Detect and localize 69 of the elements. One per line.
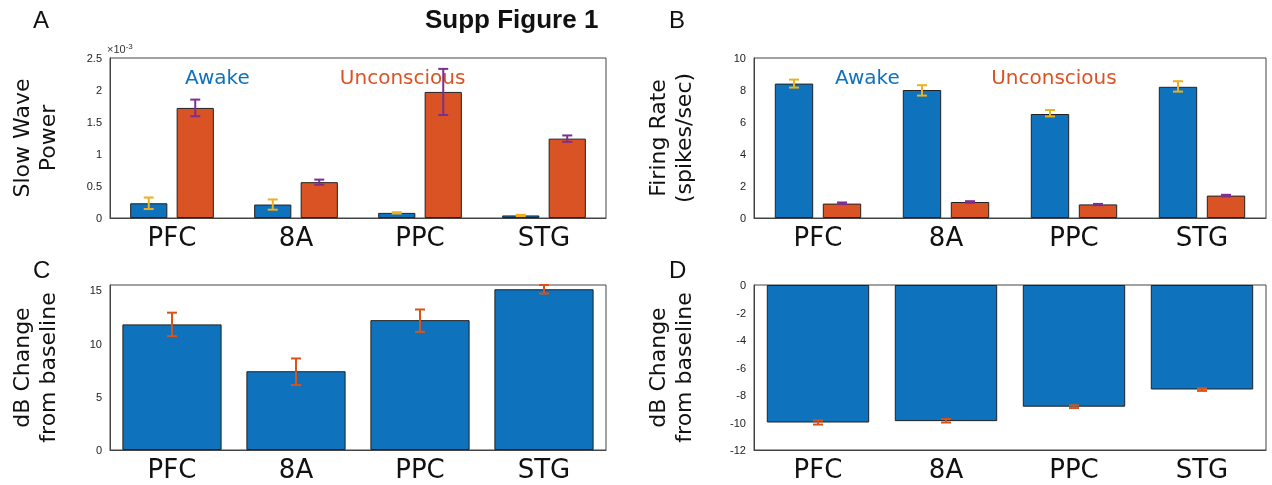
y-tick-label: -6: [736, 361, 746, 374]
y-axis-title: dB Change from baseline: [644, 292, 696, 443]
y-tick-label: 8: [739, 84, 746, 96]
x-tick-label: PFC: [147, 454, 197, 484]
text: Unconscious: [991, 65, 1117, 89]
y-tick-label: -12: [730, 444, 746, 456]
bar: [1030, 114, 1070, 218]
chart-title: A: [33, 5, 50, 33]
y-tick-label: -8: [736, 389, 746, 401]
y-tick-label: 5: [95, 390, 102, 403]
x-tick-label: 8A: [278, 222, 314, 252]
y-tick-label: 6: [739, 116, 746, 128]
bar: [424, 91, 462, 218]
bar: [300, 182, 338, 218]
bar: [246, 371, 346, 450]
x-tick-label: PPC: [1049, 454, 1099, 484]
y-tick-label: 15: [89, 284, 102, 297]
y-tick-label: 10: [89, 337, 102, 350]
x-tick-label: STG: [1175, 222, 1229, 252]
text: Awake: [185, 65, 250, 89]
y-tick-label: 1: [95, 148, 102, 160]
bar: [1158, 86, 1198, 218]
bar: [1078, 204, 1118, 218]
x-tick-label: PPC: [395, 222, 445, 252]
bar: [370, 320, 470, 450]
chart-title: B: [669, 5, 686, 33]
bar: [1206, 195, 1246, 218]
y-tick-label: 0: [739, 279, 746, 291]
bar: [822, 203, 862, 218]
x-tick-label: PPC: [1049, 222, 1099, 252]
x-tick-label: PFC: [793, 454, 843, 484]
x-tick-label: STG: [517, 222, 571, 252]
y-tick-label: -2: [736, 306, 746, 319]
x-tick-label: 8A: [278, 454, 314, 484]
bar: [130, 203, 168, 218]
x-tick-label: PPC: [395, 454, 445, 484]
y-tick-label: 2.5: [86, 52, 102, 64]
chart-title: D: [669, 255, 687, 283]
y-tick-label: -10: [730, 416, 746, 429]
x-tick-label: 8A: [928, 454, 964, 484]
y-tick-label: -4: [736, 334, 746, 346]
y-tick-label: 4: [739, 148, 746, 160]
x-tick-label: STG: [1175, 454, 1229, 484]
y-tick-label: 0: [95, 444, 102, 456]
x-tick-label: PFC: [147, 222, 197, 252]
bar: [254, 204, 292, 218]
bar: [176, 107, 214, 218]
bar: [122, 324, 222, 450]
y-tick-label: 2: [95, 84, 102, 96]
x-tick-label: STG: [517, 454, 571, 484]
bar: [902, 90, 942, 218]
bar: [774, 83, 814, 218]
x-tick-label: PFC: [793, 222, 843, 252]
x-tick-label: 8A: [928, 222, 964, 252]
y-axis-title: Firing Rate (spikes/sec): [644, 72, 696, 204]
chart-title: C: [33, 255, 51, 283]
series-label: Awake: [835, 65, 900, 89]
y-tick-label: 10: [733, 52, 746, 64]
bar: [548, 138, 586, 218]
y-axis-title: Slow Wave Power: [8, 78, 60, 198]
text: Supp Figure 1: [425, 4, 599, 34]
y-tick-label: 2: [739, 180, 746, 192]
y-axis-title: dB Change from baseline: [8, 292, 60, 443]
bar: [494, 289, 594, 450]
bar: [950, 202, 990, 218]
y-tick-label: 0.5: [86, 180, 102, 192]
y-tick-label: 1.5: [86, 116, 102, 128]
y-tick-label: 0: [739, 212, 746, 224]
y-tick-label: 0: [95, 212, 102, 224]
